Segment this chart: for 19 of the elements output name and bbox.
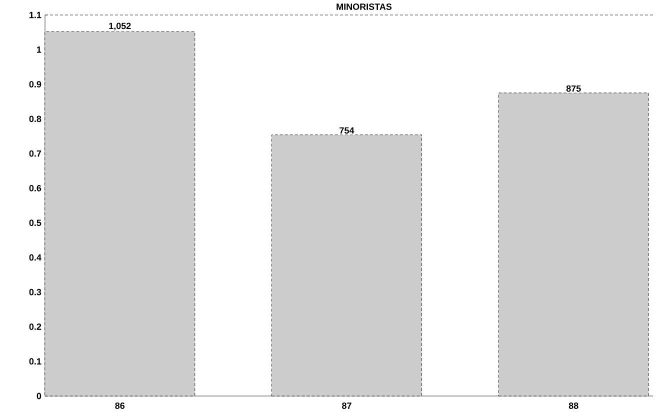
- y-tick-label: 0.2: [29, 324, 42, 330]
- y-tick-label: 1.1: [30, 12, 42, 18]
- y-tick-label: 1: [37, 46, 42, 53]
- annotation: 875: [566, 85, 581, 92]
- x-tick-label: 87: [342, 402, 352, 409]
- annotation: 754: [340, 127, 354, 134]
- chart-title: MINORISTAS: [336, 4, 392, 10]
- y-tick-label: 0.9: [29, 81, 42, 88]
- y-tick-label: 0: [36, 392, 42, 400]
- y-tick-label: 0.3: [29, 288, 42, 296]
- x-tick-label: 88: [568, 402, 578, 409]
- y-tick-label: 0.5: [29, 220, 42, 226]
- annotation: 1,052: [109, 22, 131, 30]
- y-tick-label: 0.1: [29, 358, 42, 365]
- x-tick-label: 86: [115, 402, 125, 409]
- y-tick-label: 0.7: [29, 150, 42, 157]
- y-tick-label: 0.4: [29, 254, 42, 261]
- y-tick-label: 0.6: [29, 184, 42, 192]
- y-tick-label: 0.8: [29, 116, 42, 122]
